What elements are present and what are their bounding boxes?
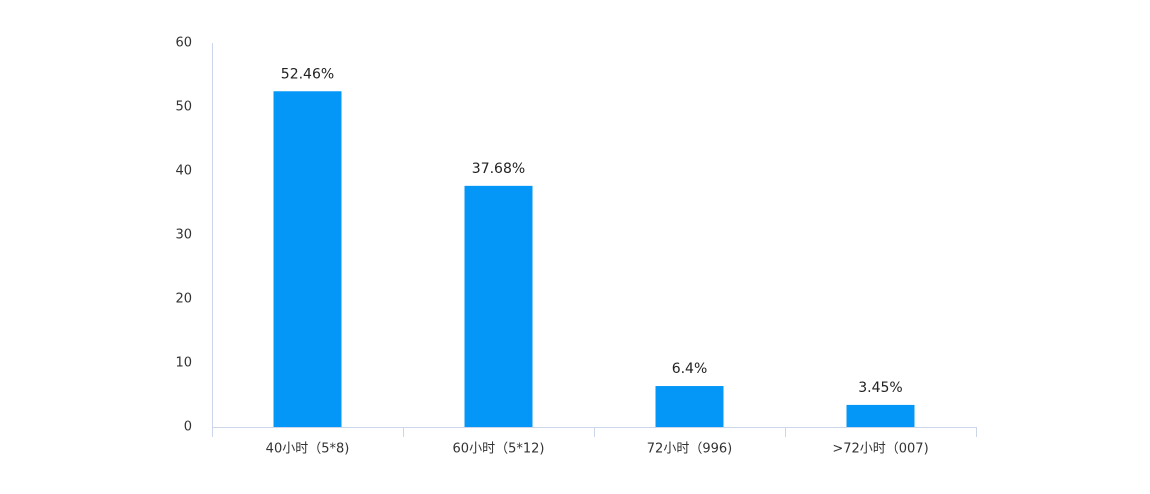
y-tick-label: 0 — [184, 420, 192, 435]
x-tick-label: 60小时（5*12) — [453, 442, 545, 457]
value-label: 37.68% — [472, 161, 525, 177]
value-label: 52.46% — [281, 66, 334, 82]
x-tick-label: 72小时（996) — [647, 442, 732, 457]
y-tick-label: 60 — [175, 36, 192, 51]
bar — [273, 91, 342, 428]
y-tick-label: 40 — [175, 164, 192, 179]
y-tick-label: 20 — [175, 292, 192, 307]
x-tick-label: 40小时（5*8) — [266, 442, 350, 457]
bar — [464, 185, 533, 427]
value-label: 6.4% — [672, 361, 708, 377]
y-tick-label: 30 — [175, 228, 192, 243]
y-tick-label: 50 — [175, 100, 192, 115]
bar — [846, 404, 915, 427]
y-tick-label: 10 — [175, 356, 192, 371]
value-label: 3.45% — [858, 380, 902, 396]
bar — [655, 386, 724, 427]
x-tick-label: >72小时（007) — [832, 442, 928, 457]
